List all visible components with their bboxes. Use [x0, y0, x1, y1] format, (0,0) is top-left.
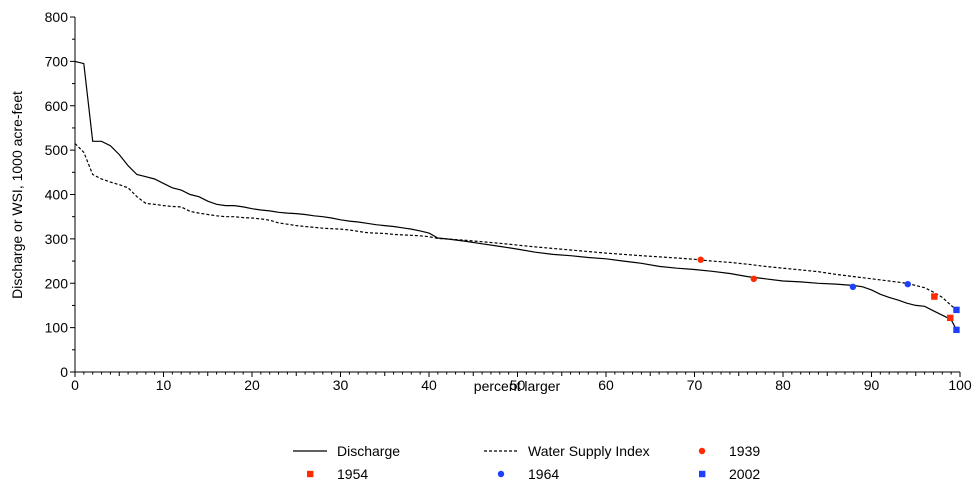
- legend-swatch-marker: [699, 470, 706, 478]
- x-tick-label: 90: [864, 377, 880, 393]
- legend-swatch-marker: [698, 447, 706, 455]
- data-point: [904, 280, 911, 288]
- x-tick-label: 60: [598, 377, 614, 393]
- data-point: [697, 256, 704, 263]
- x-axis-label: percent larger: [474, 378, 561, 394]
- x-tick-label: 0: [71, 377, 79, 393]
- data-point: [953, 326, 960, 334]
- data-point: [953, 306, 960, 314]
- y-tick-label: 0: [60, 364, 68, 380]
- y-tick-label: 300: [45, 231, 69, 247]
- legend-label: 1939: [729, 443, 760, 459]
- legend-label: 1964: [528, 466, 559, 482]
- legend-label: Discharge: [337, 443, 400, 459]
- legend-label: 2002: [729, 466, 760, 482]
- data-point: [931, 293, 938, 300]
- y-tick-label: 200: [45, 275, 69, 291]
- y-tick-label: 500: [45, 142, 69, 158]
- legend-swatch-marker: [497, 470, 505, 478]
- legend-swatch-marker: [307, 470, 314, 478]
- y-axis-label: Discharge or WSI, 1000 acre-feet: [9, 91, 25, 299]
- x-tick-label: 50: [510, 377, 526, 393]
- series-line-1: [74, 143, 957, 311]
- x-tick-label: 20: [244, 377, 260, 393]
- x-tick-label: 80: [775, 377, 791, 393]
- x-tick-label: 10: [156, 377, 172, 393]
- legend-label: Water Supply Index: [528, 443, 650, 459]
- axes: 0 100 200 300 400 500 600 700 800 0 10 20 30 40 50 60 70…: [45, 9, 972, 393]
- x-tick-label: 100: [948, 377, 972, 393]
- y-tick-label: 100: [45, 320, 69, 336]
- y-tick-label: 600: [45, 98, 69, 114]
- legend-label: 1954: [337, 466, 368, 482]
- y-tick-label: 800: [45, 9, 69, 25]
- x-tick-label: 30: [333, 377, 349, 393]
- series-layer: [74, 60, 960, 334]
- data-point: [947, 314, 954, 322]
- x-tick-label: 40: [421, 377, 437, 393]
- series-line-0: [74, 60, 958, 331]
- data-point: [750, 275, 757, 283]
- y-tick-label: 400: [45, 187, 69, 203]
- legend: Discharge Water Supply Index 1939 1954 1964 2…: [293, 443, 760, 482]
- x-tick-label: 70: [687, 377, 703, 393]
- data-point: [849, 283, 857, 290]
- y-tick-label: 700: [45, 53, 69, 69]
